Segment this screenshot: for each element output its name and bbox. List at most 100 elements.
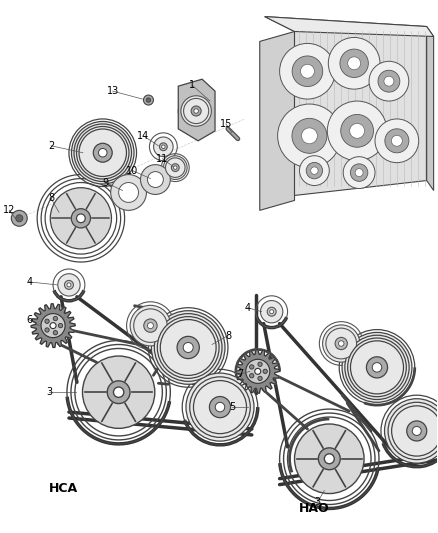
Text: 9: 9 <box>102 177 109 188</box>
Circle shape <box>93 143 112 162</box>
Circle shape <box>146 98 151 102</box>
Circle shape <box>177 336 199 359</box>
Circle shape <box>50 322 56 329</box>
Circle shape <box>194 109 198 113</box>
Circle shape <box>77 126 129 179</box>
Circle shape <box>191 106 201 116</box>
Circle shape <box>159 143 167 151</box>
Circle shape <box>71 209 91 228</box>
Circle shape <box>292 56 323 86</box>
Circle shape <box>11 211 27 226</box>
Text: 5: 5 <box>229 402 235 412</box>
Circle shape <box>355 168 363 176</box>
Circle shape <box>270 310 274 314</box>
Text: 12: 12 <box>3 205 15 215</box>
Text: 11: 11 <box>156 154 169 164</box>
Circle shape <box>186 373 254 441</box>
Circle shape <box>45 319 49 324</box>
Circle shape <box>343 157 375 189</box>
Circle shape <box>412 426 421 435</box>
Circle shape <box>306 163 323 179</box>
Circle shape <box>134 309 167 342</box>
Circle shape <box>162 145 165 149</box>
Circle shape <box>144 319 157 332</box>
Circle shape <box>341 115 374 147</box>
Circle shape <box>41 313 65 337</box>
Circle shape <box>294 424 364 494</box>
Circle shape <box>375 119 419 163</box>
Circle shape <box>130 305 171 346</box>
Circle shape <box>71 122 134 184</box>
Circle shape <box>369 61 409 101</box>
Circle shape <box>157 317 219 378</box>
Polygon shape <box>265 17 434 36</box>
Text: 13: 13 <box>106 86 119 96</box>
Circle shape <box>113 387 124 398</box>
Text: 14: 14 <box>138 131 150 141</box>
Circle shape <box>58 274 80 296</box>
Circle shape <box>79 129 127 176</box>
Circle shape <box>171 164 179 172</box>
Circle shape <box>407 421 427 441</box>
Circle shape <box>372 362 382 372</box>
Text: 10: 10 <box>127 166 139 175</box>
Circle shape <box>345 335 409 400</box>
Circle shape <box>58 324 63 328</box>
Circle shape <box>385 129 409 153</box>
Circle shape <box>107 381 130 403</box>
Circle shape <box>53 317 57 321</box>
Text: 7: 7 <box>237 369 243 379</box>
Circle shape <box>250 374 254 378</box>
Circle shape <box>160 320 216 375</box>
Polygon shape <box>265 17 427 196</box>
Circle shape <box>166 158 185 177</box>
Circle shape <box>335 337 347 350</box>
Circle shape <box>194 381 247 434</box>
Circle shape <box>184 99 209 124</box>
Circle shape <box>279 43 335 99</box>
Circle shape <box>53 330 57 335</box>
Circle shape <box>148 322 153 329</box>
Circle shape <box>154 137 173 157</box>
Circle shape <box>144 95 153 105</box>
Circle shape <box>215 402 225 412</box>
Circle shape <box>163 156 187 180</box>
Circle shape <box>261 301 283 323</box>
Circle shape <box>392 135 403 146</box>
Circle shape <box>74 124 131 181</box>
Circle shape <box>64 280 74 289</box>
Circle shape <box>328 37 380 89</box>
Circle shape <box>246 359 270 383</box>
Polygon shape <box>427 27 434 190</box>
Polygon shape <box>178 79 215 141</box>
Circle shape <box>340 49 368 77</box>
Circle shape <box>326 328 357 359</box>
Circle shape <box>342 333 412 402</box>
Circle shape <box>148 172 163 188</box>
Text: 6: 6 <box>26 314 32 325</box>
Text: 3: 3 <box>46 387 52 397</box>
Polygon shape <box>236 350 279 393</box>
Text: 1: 1 <box>189 80 195 90</box>
Text: 2: 2 <box>48 141 54 151</box>
Circle shape <box>255 368 261 374</box>
Circle shape <box>385 399 438 463</box>
Text: 15: 15 <box>220 119 232 129</box>
Circle shape <box>181 96 212 126</box>
Circle shape <box>292 118 327 154</box>
Circle shape <box>378 70 400 92</box>
Circle shape <box>152 311 225 384</box>
Polygon shape <box>31 304 75 348</box>
Text: 4: 4 <box>26 277 32 287</box>
Circle shape <box>263 369 267 374</box>
Circle shape <box>348 338 406 397</box>
Circle shape <box>173 166 177 169</box>
Circle shape <box>190 377 250 438</box>
Circle shape <box>367 357 388 378</box>
Circle shape <box>350 341 403 394</box>
Circle shape <box>45 328 49 332</box>
Circle shape <box>77 214 85 223</box>
Circle shape <box>300 156 329 185</box>
Circle shape <box>141 165 170 195</box>
Circle shape <box>119 182 138 203</box>
